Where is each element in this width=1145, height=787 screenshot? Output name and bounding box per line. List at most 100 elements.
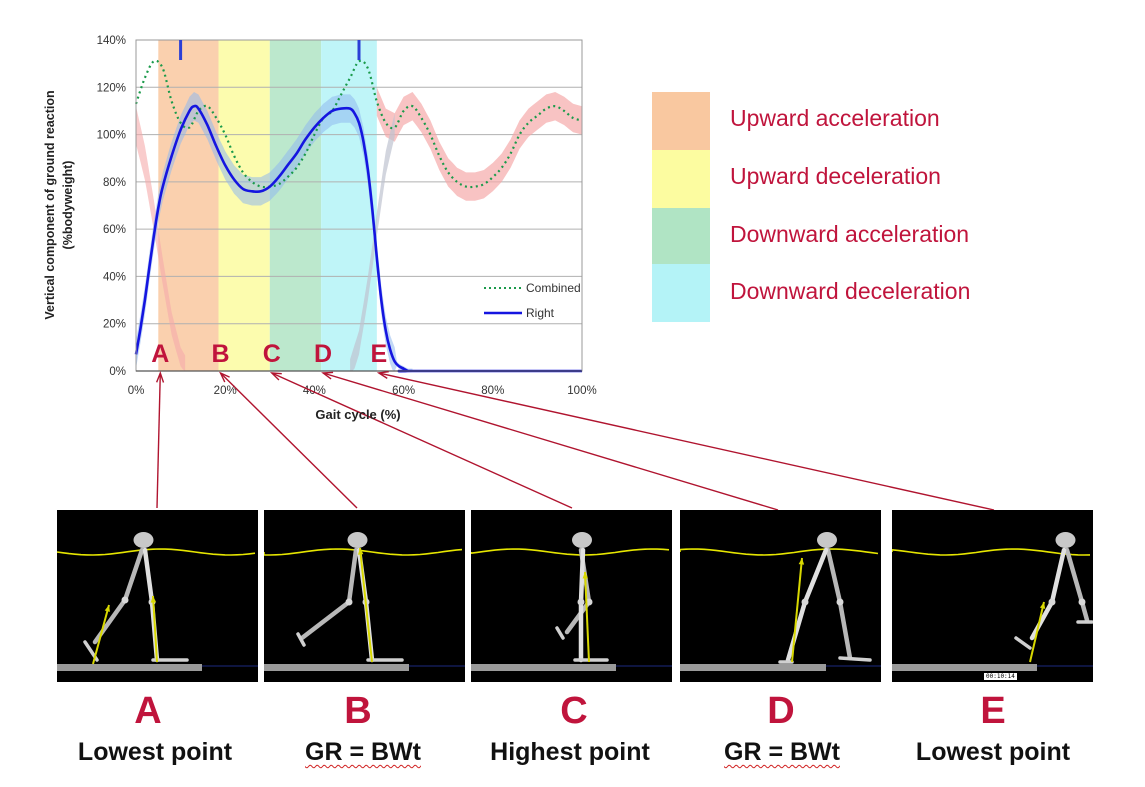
- legend-text-upward-acceleration: Upward acceleration: [730, 105, 940, 131]
- pointer-arrowhead: [321, 371, 334, 380]
- leg-bones: [299, 547, 359, 641]
- frame-e-image: 00:10:14: [892, 510, 1093, 682]
- legend-label-right: Right: [526, 306, 555, 320]
- frame-d-caption-text: GR = BWt: [724, 738, 840, 766]
- x-tick-label: 0%: [128, 385, 145, 397]
- reference-line: [680, 548, 879, 556]
- reference-line: [471, 548, 670, 556]
- pointer-arrowhead: [269, 372, 282, 381]
- pointer-arrow-e: [378, 372, 995, 511]
- foot-bones: [1014, 636, 1032, 650]
- phase-band-4: [321, 40, 377, 371]
- knee-joint: [836, 598, 844, 606]
- series-line-combined: [134, 59, 583, 189]
- force-vector-head: [357, 548, 364, 555]
- y-tick-label: 80%: [103, 177, 126, 189]
- pelvis: [133, 532, 154, 548]
- y-tick-label: 140%: [97, 35, 126, 47]
- force-vector: [584, 571, 590, 663]
- force-platform: [471, 664, 616, 671]
- knee-joint: [345, 598, 353, 606]
- force-vector: [1029, 601, 1045, 663]
- knee-joint: [577, 598, 585, 606]
- pointer-arrowhead: [155, 370, 165, 383]
- point-marker-d: D: [314, 340, 332, 368]
- y-tick-label: 40%: [103, 271, 126, 283]
- force-vector-head: [150, 596, 157, 603]
- pointer-arrow-b: [220, 372, 358, 509]
- pelvis: [347, 532, 368, 548]
- force-vector: [791, 557, 803, 663]
- legend-box-downward-deceleration: [652, 264, 710, 322]
- force-vector-head: [104, 605, 110, 612]
- y-tick-label: 60%: [103, 224, 126, 236]
- force-vector-head: [798, 558, 805, 565]
- foot-bones: [296, 632, 306, 647]
- force-platform: [892, 664, 1037, 671]
- knee-joint: [121, 596, 129, 604]
- frame-a-image: [57, 510, 258, 682]
- frame-d-caption: GR = BWt: [667, 738, 897, 767]
- pointer-arrowhead: [376, 371, 389, 379]
- force-vector-head: [1039, 602, 1046, 609]
- frame-b-image: [264, 510, 465, 682]
- x-tick-label: 80%: [481, 385, 504, 397]
- y-axis-label: Vertical component of ground reaction: [43, 90, 57, 319]
- point-marker-c: C: [263, 340, 281, 368]
- series-lines: [134, 59, 583, 373]
- y-tick-label: 0%: [109, 366, 126, 378]
- point-marker-b: B: [211, 340, 229, 368]
- legend-text-downward-deceleration: Downward deceleration: [730, 278, 971, 304]
- frame-d-image: [680, 510, 881, 682]
- frame-e-caption: Lowest point: [878, 738, 1108, 767]
- frame-e-letter: E: [980, 690, 1006, 732]
- leg-bones: [1029, 547, 1067, 641]
- force-platform: [680, 664, 826, 671]
- point-markers: A B C D E: [151, 40, 387, 368]
- series-line-right: [134, 104, 582, 373]
- pelvis: [572, 532, 592, 548]
- foot-bones: [555, 626, 565, 640]
- pointer-arrows: [155, 370, 995, 511]
- frame-b-caption-text: GR = BWt: [305, 738, 421, 766]
- pelvis: [817, 532, 837, 548]
- y-tick-label: 20%: [103, 319, 126, 331]
- frame-c-letter: C: [560, 690, 588, 732]
- pointer-arrow-c: [271, 372, 573, 509]
- frame-a-caption-text: Lowest point: [77, 738, 233, 766]
- legend-box-upward-deceleration: [652, 150, 710, 208]
- knee-joint: [1048, 598, 1056, 606]
- pointer-arrowhead: [219, 371, 230, 383]
- frame-b-caption: GR = BWt: [248, 738, 478, 767]
- y-tick-label: 120%: [97, 82, 126, 94]
- frame-timestamp: 00:10:14: [984, 673, 1017, 680]
- frame-c-caption: Highest point: [455, 738, 685, 767]
- x-tick-label: 60%: [392, 385, 415, 397]
- force-platform: [57, 664, 202, 671]
- force-vector: [152, 595, 158, 663]
- force-vector: [92, 604, 110, 665]
- frame-d-letter: D: [767, 690, 795, 732]
- reference-line: [57, 548, 256, 556]
- leg-bones: [1064, 547, 1090, 623]
- knee-joint: [801, 598, 809, 606]
- frame-b-letter: B: [344, 690, 372, 732]
- frame-c-caption-text: Highest point: [490, 738, 650, 766]
- phase-band-1: [158, 40, 219, 371]
- pelvis: [1055, 532, 1076, 548]
- frame-a-caption: Lowest point: [40, 738, 270, 767]
- phase-band-2: [218, 40, 270, 371]
- point-marker-a: A: [151, 340, 169, 368]
- phase-band-3: [269, 40, 322, 371]
- foot-bones: [838, 656, 872, 662]
- x-tick-label: 100%: [567, 385, 596, 397]
- pointer-arrow-d: [322, 372, 779, 511]
- reference-line: [892, 548, 1091, 556]
- y-tick-label: 100%: [97, 130, 126, 142]
- legend-text-downward-acceleration: Downward acceleration: [730, 221, 970, 247]
- legend-box-upward-acceleration: [652, 92, 710, 150]
- legend-text-upward-deceleration: Upward deceleration: [730, 163, 941, 189]
- y-axis-label-unit: (%bodyweight): [61, 161, 75, 250]
- force-platform: [264, 664, 409, 671]
